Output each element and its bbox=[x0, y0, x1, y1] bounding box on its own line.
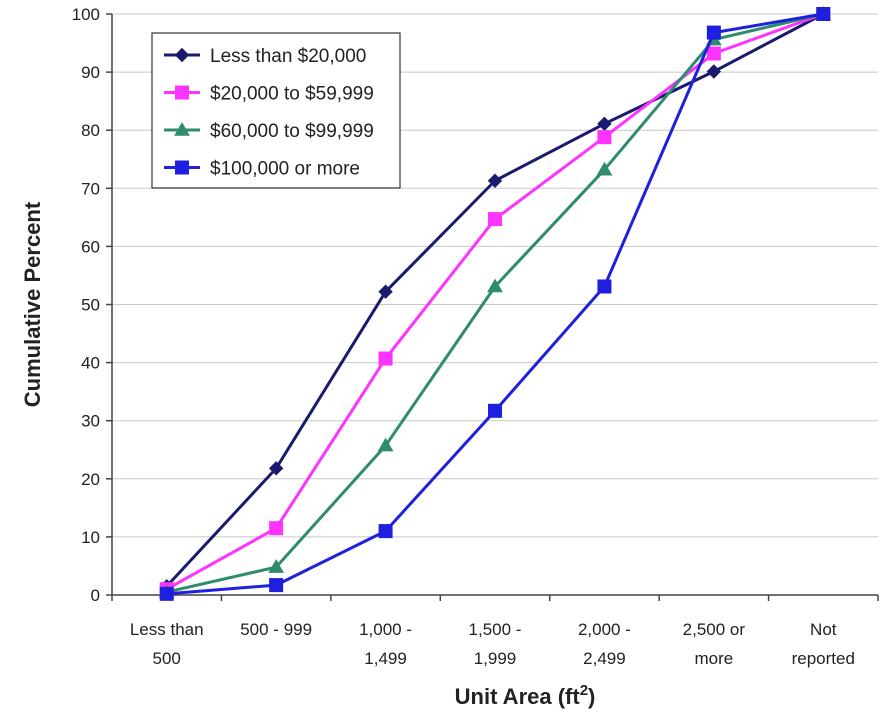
data-point bbox=[597, 116, 612, 132]
data-point bbox=[597, 279, 612, 294]
legend-swatch-marker bbox=[174, 121, 190, 136]
y-tick-label: 10 bbox=[81, 528, 100, 547]
data-point bbox=[596, 161, 613, 176]
legend-swatch-marker bbox=[175, 85, 189, 100]
y-tick-label: 0 bbox=[91, 586, 100, 605]
y-tick-label: 70 bbox=[81, 179, 100, 198]
y-tick-label: 100 bbox=[72, 5, 100, 24]
y-tick-label: 80 bbox=[81, 121, 100, 140]
axes: 0 10 20 30 40 50 60 70 80 90 100 Less than 500 500 - … bbox=[72, 5, 879, 668]
data-point bbox=[378, 524, 393, 539]
data-point bbox=[488, 403, 502, 418]
data-point bbox=[487, 173, 503, 188]
data-point bbox=[488, 212, 502, 227]
legend-item: $60,000 to $99,999 bbox=[164, 121, 374, 142]
data-point bbox=[377, 437, 394, 452]
y-tick-label: 60 bbox=[81, 237, 100, 256]
legend-label: Less than $20,000 bbox=[210, 46, 366, 67]
y-tick-label: 90 bbox=[81, 63, 100, 82]
y-axis-title: Cumulative Percent bbox=[20, 201, 45, 407]
series-4 bbox=[159, 7, 831, 601]
data-point bbox=[269, 521, 284, 536]
x-tick-label: Less than 500 bbox=[130, 620, 204, 668]
x-tick-label: 1,000 -1,499 bbox=[359, 620, 412, 668]
legend-item: Less than $20,000 bbox=[164, 46, 366, 67]
data-point bbox=[268, 461, 284, 476]
data-point bbox=[378, 351, 393, 366]
legend-label: $100,000 or more bbox=[210, 159, 360, 180]
legend-swatch-marker bbox=[175, 160, 189, 175]
data-point bbox=[269, 578, 284, 593]
legend-swatch-marker bbox=[174, 47, 190, 63]
data-point bbox=[268, 559, 285, 573]
data-point bbox=[706, 46, 721, 61]
data-point bbox=[378, 284, 393, 299]
legend-box bbox=[151, 32, 401, 189]
x-axis-title: Unit Area (ft2) bbox=[455, 682, 596, 709]
x-tick-label: 2,000 -2,499 bbox=[578, 620, 631, 668]
x-tick-label: Not reported bbox=[792, 620, 855, 668]
legend-item: $100,000 or more bbox=[164, 159, 360, 180]
y-tick-label: 50 bbox=[81, 296, 100, 315]
x-tick-label: 500 - 999 bbox=[240, 620, 312, 639]
legend-label: $20,000 to $59,999 bbox=[210, 84, 374, 105]
data-point bbox=[159, 586, 174, 601]
x-tick-label: 1,500 -1,999 bbox=[469, 620, 522, 668]
data-point bbox=[706, 25, 721, 40]
legend: Less than $20,000 $20,000 to $59,999 $60,0… bbox=[151, 32, 401, 189]
series-group bbox=[158, 5, 832, 601]
y-tick-label: 20 bbox=[81, 470, 100, 489]
data-point bbox=[597, 130, 612, 145]
data-point bbox=[816, 7, 831, 21]
y-tick-label: 40 bbox=[81, 354, 100, 373]
legend-label: $60,000 to $99,999 bbox=[210, 121, 374, 142]
x-tick-label: 2,500 or more bbox=[683, 620, 746, 668]
data-point bbox=[706, 64, 722, 79]
data-point bbox=[487, 278, 503, 293]
legend-item: $20,000 to $59,999 bbox=[164, 84, 374, 105]
y-tick-label: 30 bbox=[81, 412, 100, 431]
